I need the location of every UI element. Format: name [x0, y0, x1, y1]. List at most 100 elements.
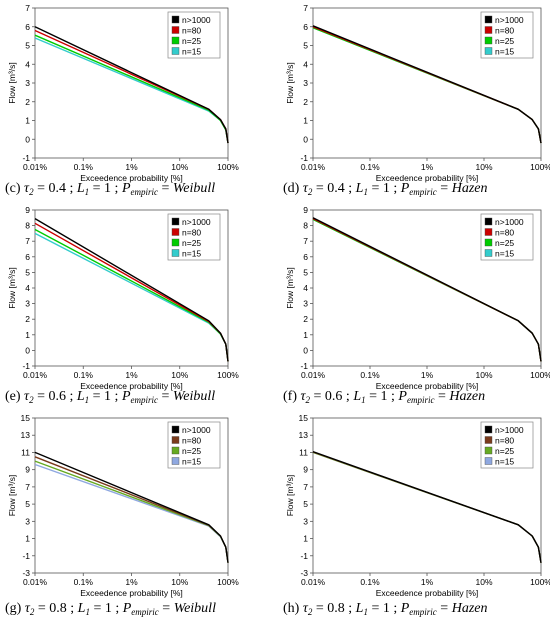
x-axis-label: Exceedence probability [%]: [376, 381, 479, 391]
x-axis-label: Exceedence probability [%]: [80, 173, 183, 183]
y-tick-label: 3: [303, 299, 308, 309]
y-axis-label: Flow [m³/s]: [7, 475, 17, 517]
caption-label: (d): [283, 181, 303, 196]
x-tick-label: 100%: [530, 577, 550, 587]
series-line-n=80: [312, 451, 542, 563]
y-tick-label: -1: [300, 361, 308, 371]
caption-p-subscript: empiric: [131, 395, 159, 405]
legend-entry-n=25: n=25: [182, 446, 201, 456]
legend-swatch-n=25: [484, 238, 493, 247]
legend-entry-n=25: n=25: [182, 36, 201, 46]
caption-l-subscript: 1: [363, 607, 368, 617]
y-tick-label: 1: [25, 534, 30, 544]
x-tick-label: 10%: [171, 370, 188, 380]
y-tick-label: 4: [303, 59, 308, 69]
legend-entry-n=25: n=25: [495, 238, 514, 248]
y-tick-label: 2: [25, 314, 30, 324]
y-tick-label: 5: [25, 499, 30, 509]
legend-entry-n=25: n=25: [495, 36, 514, 46]
legend-swatch-n=80: [484, 26, 493, 34]
legend-swatch-n=80: [171, 436, 180, 444]
caption-tau-subscript: 2: [29, 187, 34, 197]
y-tick-label: 7: [303, 3, 308, 13]
caption-label: (f): [283, 389, 301, 404]
y-tick-label: 9: [25, 205, 30, 215]
legend-entry-n>1000: n>1000: [182, 425, 211, 435]
x-axis-label: Exceedence probability [%]: [80, 381, 183, 391]
caption-tau-subscript: 2: [306, 395, 311, 405]
caption-l-symbol: L: [355, 181, 364, 196]
caption-tau-symbol: τ: [303, 181, 309, 196]
y-tick-label: 8: [25, 221, 30, 231]
caption-equals: =: [437, 181, 452, 196]
x-tick-label: 1%: [421, 577, 434, 587]
caption-tau-symbol: τ: [24, 181, 30, 196]
y-tick-label: -1: [300, 551, 308, 561]
y-tick-label: 6: [25, 22, 30, 32]
legend-swatch-n=15: [171, 457, 180, 465]
y-tick-label: 1: [303, 534, 308, 544]
y-tick-label: 2: [303, 314, 308, 324]
x-tick-label: 100%: [530, 162, 550, 172]
x-tick-label: 100%: [217, 577, 239, 587]
caption-tau-value: = 0.8 ;: [312, 601, 355, 616]
y-tick-label: 4: [303, 283, 308, 293]
caption-p-subscript: empiric: [409, 187, 437, 197]
caption-l-subscript: 1: [85, 607, 90, 617]
y-tick-label: 5: [303, 41, 308, 51]
y-tick-label: 4: [25, 59, 30, 69]
legend-swatch-n=25: [171, 238, 180, 247]
y-tick-label: 7: [25, 236, 30, 246]
y-axis-label: Flow [m³/s]: [7, 267, 17, 309]
legend-entry-n=15: n=15: [495, 457, 514, 467]
x-tick-label: 1%: [421, 370, 434, 380]
series-line-n=25: [312, 451, 542, 563]
legend-entry-n=80: n=80: [495, 436, 514, 446]
y-tick-label: -3: [22, 568, 30, 578]
legend-swatch-n=15: [171, 47, 180, 55]
y-tick-label: -1: [22, 153, 30, 163]
series-line-n>1000: [34, 217, 229, 362]
caption-l-value: = 1 ;: [368, 181, 401, 196]
y-tick-label: 1: [25, 330, 30, 340]
legend-entry-n=80: n=80: [182, 228, 201, 238]
y-axis-label: Flow [m³/s]: [7, 62, 17, 104]
caption-label: (c): [5, 181, 24, 196]
legend-swatch-n=15: [171, 249, 180, 257]
legend-entry-n=15: n=15: [182, 47, 201, 57]
x-tick-label: 1%: [421, 162, 434, 172]
caption-tau-subscript: 2: [30, 607, 35, 617]
panel-caption-f: (f) τ2 = 0.6 ; L1 = 1 ; Pempiric = Hazen: [283, 389, 485, 405]
series-line-n=25: [34, 460, 229, 563]
y-tick-label: 11: [21, 447, 30, 457]
legend-entry-n>1000: n>1000: [495, 217, 524, 227]
y-tick-label: 6: [303, 252, 308, 262]
y-tick-label: 11: [299, 447, 308, 457]
y-tick-label: 6: [25, 252, 30, 262]
y-tick-label: 15: [299, 413, 309, 423]
x-tick-label: 0.1%: [74, 370, 94, 380]
y-tick-label: 6: [303, 22, 308, 32]
y-tick-label: 9: [25, 465, 30, 475]
caption-l-symbol: L: [355, 601, 364, 616]
caption-sampler: Weibull: [173, 181, 215, 196]
caption-tau-value: = 0.6 ;: [34, 389, 77, 404]
y-tick-label: -3: [300, 568, 308, 578]
x-tick-label: 10%: [475, 162, 492, 172]
caption-tau-symbol: τ: [24, 389, 30, 404]
y-tick-label: 4: [25, 283, 30, 293]
chart-panel-d: -1 0 1 2 3 4 5 6 7 8 9 0.01% 0.1% 1% 10% 100% Exceedence…: [285, 205, 550, 391]
y-tick-label: 1: [25, 116, 30, 126]
x-tick-label: 10%: [171, 577, 188, 587]
legend-swatch-n=80: [171, 26, 180, 34]
caption-sampler: Weibull: [173, 389, 215, 404]
caption-p-symbol: P: [122, 601, 132, 616]
y-axis-label: Flow [m³/s]: [285, 267, 295, 309]
caption-tau-subscript: 2: [308, 187, 313, 197]
